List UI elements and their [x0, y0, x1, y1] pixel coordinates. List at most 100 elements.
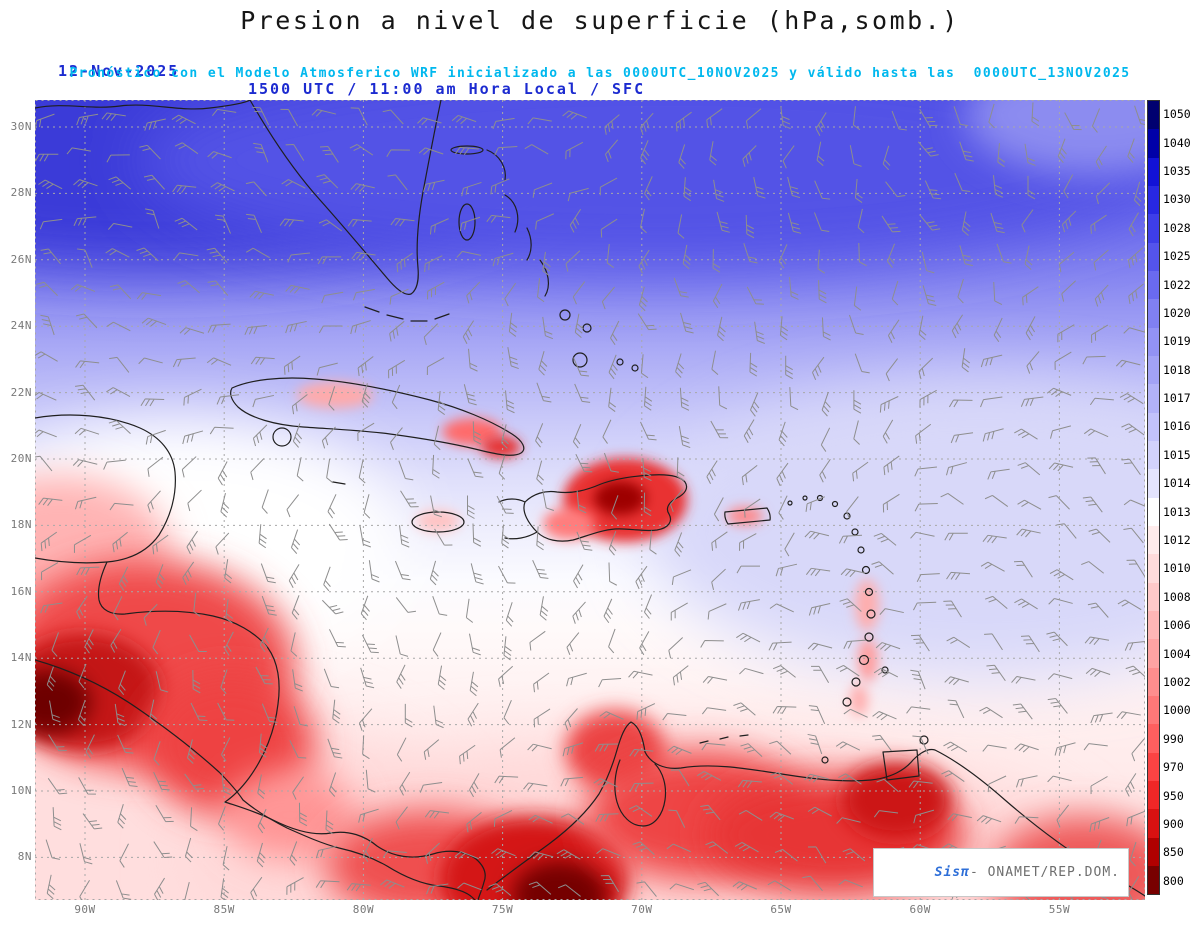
colorbar-label: 1000 — [1163, 703, 1191, 718]
colorbar-swatch — [1148, 837, 1159, 866]
colorbar-swatch — [1148, 554, 1159, 583]
turks-caicos — [616, 358, 624, 366]
colorbar-label: 1019 — [1163, 334, 1191, 349]
watermark-org: - ONAMET/REP.DOM. — [969, 865, 1120, 880]
lat-tick-label: 8N — [17, 850, 32, 864]
grand-bahama — [450, 145, 484, 155]
pressure-map-svg — [35, 100, 1145, 900]
lon-tick-label: 80W — [352, 903, 375, 916]
colorbar-label: 970 — [1163, 760, 1184, 775]
colorbar-swatch — [1148, 214, 1159, 243]
lon-tick-label: 90W — [74, 903, 96, 916]
colorbar-swatch — [1148, 384, 1159, 413]
wind-barbs — [35, 102, 1145, 900]
colorbar-swatch — [1148, 101, 1159, 130]
lat-tick-label: 24N — [10, 319, 32, 333]
forecast-time: 1500 UTC / 11:00 am Hora Local / SFC — [248, 80, 646, 98]
mayaguana — [582, 323, 592, 333]
colorbar-label: 1050 — [1163, 107, 1191, 122]
lat-tick-label: 12N — [10, 717, 32, 731]
colorbar-label: 1035 — [1163, 163, 1191, 178]
cayman — [332, 481, 346, 485]
colorbar-label: 1028 — [1163, 220, 1191, 235]
gulf-coast — [35, 100, 251, 110]
colorbar: 1050 1040 1035 1030 1028 1025 1022 1020 1019 1018… — [1147, 100, 1191, 895]
cuba-coastline — [230, 377, 525, 456]
colorbar-label: 850 — [1163, 845, 1184, 860]
colorbar-swatch — [1148, 724, 1159, 753]
colorbar-label: 1020 — [1163, 305, 1191, 320]
grid-lines — [35, 100, 1145, 900]
turks-caicos-2 — [631, 364, 639, 372]
colorbar-label: 1018 — [1163, 362, 1191, 377]
margarita — [821, 756, 829, 764]
inagua — [572, 352, 588, 368]
colorbar-swatch — [1148, 129, 1159, 158]
colorbar-swatch — [1148, 299, 1159, 328]
jamaica — [411, 511, 465, 533]
isle-of-youth — [272, 427, 292, 447]
colorbar-swatch — [1148, 327, 1159, 356]
colorbar-label: 1014 — [1163, 476, 1191, 491]
pressure-shading — [35, 100, 1145, 900]
colorbar-label: 1016 — [1163, 419, 1191, 434]
lat-tick-label: 18N — [10, 518, 32, 532]
florida-keys — [364, 306, 450, 322]
colorbar-label: 1012 — [1163, 533, 1191, 548]
andros — [458, 203, 476, 241]
lat-tick-label: 28N — [10, 186, 32, 200]
lon-tick-label: 70W — [631, 903, 653, 916]
colorbar-label: 1004 — [1163, 646, 1191, 661]
colorbar-swatch — [1148, 865, 1159, 895]
colorbar-strip — [1147, 100, 1160, 895]
forecast-date: 12-Nov-2025 — [58, 62, 180, 80]
lat-tick-label: 22N — [10, 385, 32, 399]
colorbar-swatch — [1148, 667, 1159, 696]
colorbar-swatch — [1148, 497, 1159, 526]
colorbar-label: 1015 — [1163, 447, 1191, 462]
abc-islands — [699, 734, 749, 744]
page-title: Presion a nivel de superficie (hPa,somb.… — [240, 6, 960, 35]
lon-tick-label: 75W — [491, 903, 514, 916]
colorbar-swatch — [1148, 412, 1159, 441]
trinidad — [882, 749, 920, 781]
colorbar-label: 1025 — [1163, 249, 1191, 264]
colorbar-label: 1008 — [1163, 589, 1191, 604]
florida-coastline — [249, 100, 442, 295]
model-info-line: Pronóstico con el Modelo Atmosferico WRF… — [69, 66, 1131, 81]
lake-maracaibo — [614, 759, 667, 827]
abaco — [486, 149, 506, 181]
south-america-coastline — [486, 721, 1145, 897]
lat-tick-label: 10N — [10, 784, 32, 797]
lon-tick-label: 55W — [1048, 903, 1071, 916]
long-island-bahamas — [539, 259, 550, 297]
lat-tick-label: 16N — [10, 584, 32, 598]
colorbar-label: 1030 — [1163, 192, 1191, 207]
watermark-brand: Sisπ — [934, 865, 970, 880]
colorbar-swatch — [1148, 610, 1159, 640]
colorbar-label: 1013 — [1163, 504, 1191, 519]
colorbar-label: 800 — [1163, 873, 1184, 888]
eleuthera — [504, 194, 519, 233]
colorbar-swatch — [1148, 157, 1159, 186]
map-area: Sisπ- ONAMET/REP.DOM. — [35, 100, 1145, 900]
colorbar-swatch — [1148, 185, 1159, 215]
watermark: Sisπ- ONAMET/REP.DOM. — [872, 848, 1129, 897]
colorbar-labels: 1050 1040 1035 1030 1028 1025 1022 1020 1019 1018… — [1163, 100, 1191, 895]
puerto-rico — [724, 507, 771, 525]
colorbar-swatch — [1148, 355, 1159, 385]
colorbar-swatch — [1148, 780, 1159, 810]
lat-tick-label: 30N — [10, 120, 32, 133]
colorbar-swatch — [1148, 752, 1159, 781]
central-america-pacific-coast — [35, 659, 476, 900]
colorbar-label: 900 — [1163, 816, 1184, 831]
colorbar-label: 1002 — [1163, 675, 1191, 689]
lon-tick-label: 65W — [770, 903, 792, 916]
colorbar-swatch — [1148, 270, 1159, 300]
yucatan-coastline — [35, 414, 176, 564]
colorbar-swatch — [1148, 809, 1159, 838]
colorbar-swatch — [1148, 582, 1159, 611]
datetime-line: 12-Nov-2025 1500 UTC / 11:00 am Hora Loc… — [0, 44, 1200, 98]
lon-tick-label: 85W — [213, 903, 235, 916]
